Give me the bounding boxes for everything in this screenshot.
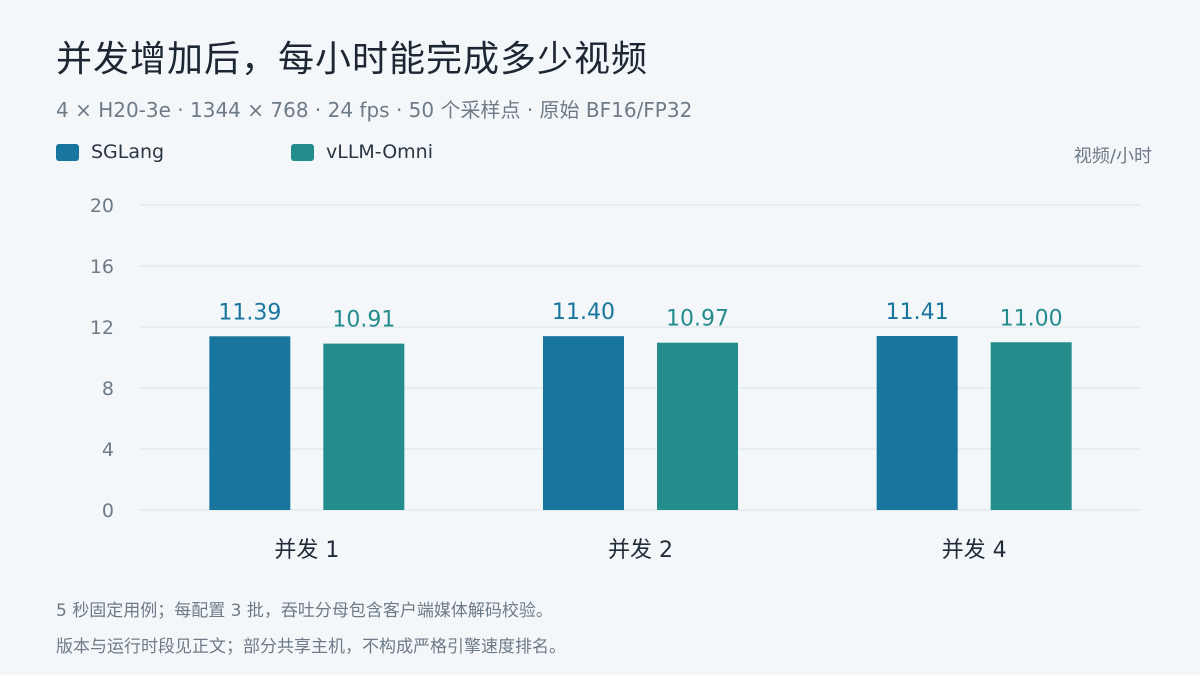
y-tick-label: 4 (102, 439, 114, 461)
y-tick-label: 16 (90, 256, 114, 278)
legend-label-vllm-omni: vLLM-Omni (326, 141, 433, 163)
legend-label-sglang: SGLang (91, 141, 165, 163)
x-category-label: 并发 4 (942, 538, 1007, 563)
y-tick-label: 8 (102, 378, 114, 400)
legend: SGLang vLLM-Omni (56, 138, 433, 166)
x-category-label: 并发 1 (274, 538, 339, 563)
legend-item-sglang: SGLang (56, 141, 291, 163)
bar (543, 336, 624, 510)
chart-title: 并发增加后，每小时能完成多少视频 (56, 39, 649, 80)
y-tick-label: 12 (90, 317, 114, 339)
legend-item-vllm-omni: vLLM-Omni (291, 141, 433, 163)
bar-value-label: 10.91 (332, 308, 395, 333)
bar-value-label: 11.00 (1000, 306, 1063, 331)
y-tick-label: 20 (90, 195, 114, 217)
x-category-label: 并发 2 (608, 538, 673, 563)
legend-swatch-vllm-omni (291, 143, 314, 161)
bar-value-label: 11.39 (218, 300, 281, 325)
legend-swatch-sglang (56, 143, 79, 161)
chart-subtitle: 4 × H20-3e · 1344 × 768 · 24 fps · 50 个采… (56, 98, 693, 122)
footnote-1: 5 秒固定用例；每配置 3 批，吞吐分母包含客户端媒体解码校验。 (56, 601, 553, 621)
footnote-2: 版本与运行时段见正文；部分共享主机，不构成严格引擎速度排名。 (56, 637, 566, 657)
bar (657, 342, 738, 510)
y-unit-label: 视频/小时 (1073, 146, 1152, 167)
y-tick-label: 0 (102, 500, 114, 522)
bar-value-label: 11.41 (886, 300, 949, 325)
bar-value-label: 11.40 (552, 300, 615, 325)
bar (876, 335, 958, 510)
bar (323, 343, 405, 510)
bar-value-label: 10.97 (666, 307, 729, 332)
bar (990, 342, 1072, 510)
bar (209, 336, 291, 510)
